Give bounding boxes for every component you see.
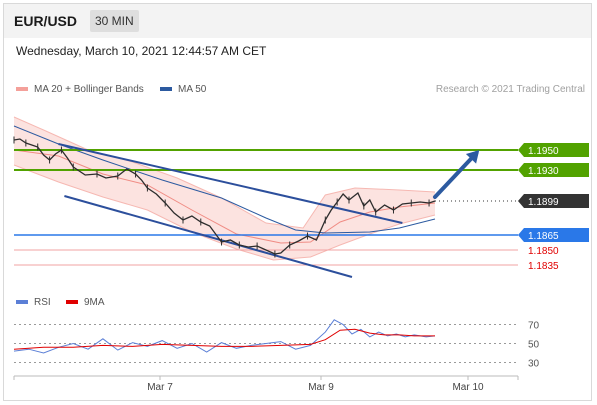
level-label-1: 1.1930 [528, 166, 559, 177]
legend-9ma: 9MA [66, 297, 105, 308]
timeframe-button[interactable]: 30 MIN [90, 10, 139, 32]
legend-ma50: MA 50 [160, 84, 206, 95]
rsi-tick-label-1: 50 [528, 340, 540, 351]
level-tag-0 [518, 143, 589, 157]
legend-swatch-9ma [66, 300, 78, 305]
credit-text: Research © 2021 Trading Central [435, 84, 585, 95]
legend-ma20: MA 20 + Bollinger Bands [16, 84, 144, 95]
forecast-arrow-head [465, 150, 480, 164]
channel-line-1 [64, 195, 353, 278]
ma50-line [13, 125, 436, 234]
timestamp: Wednesday, March 10, 2021 12:44:57 AM CE… [16, 44, 267, 58]
legend-label-9ma: 9MA [84, 297, 105, 308]
chart-frame [3, 3, 592, 401]
x-axis-label-1: Mar 9 [308, 382, 334, 393]
legend-swatch-rsi [16, 300, 28, 305]
bollinger-lower-line [13, 164, 436, 261]
level-label-5: 1.1835 [528, 261, 559, 272]
legend-swatch-ma20 [16, 87, 28, 92]
legend-rsi: RSI [16, 297, 51, 308]
forecast-arrow-shaft [432, 151, 479, 199]
level-label-4: 1.1850 [528, 246, 559, 257]
rsi-tick-label-2: 30 [528, 359, 540, 370]
legend-label-ma20: MA 20 + Bollinger Bands [34, 84, 144, 95]
level-tag-3 [518, 228, 589, 242]
level-label-0: 1.1950 [528, 146, 559, 157]
level-tag-2 [518, 194, 589, 208]
price-line [13, 138, 436, 255]
bollinger-band-fill [14, 117, 435, 260]
legend-label-rsi: RSI [34, 297, 51, 308]
symbol-title: EUR/USD [14, 13, 78, 29]
chart-header: EUR/USD 30 MIN [4, 4, 591, 38]
rsi-series-9ma [13, 328, 435, 350]
level-tag-1 [518, 163, 589, 177]
legend-label-ma50: MA 50 [178, 84, 207, 95]
rsi-tick-label-0: 70 [528, 321, 540, 332]
rsi-series-rsi [13, 319, 436, 354]
x-axis-label-2: Mar 10 [452, 382, 484, 393]
level-label-3: 1.1865 [528, 231, 559, 242]
legend-swatch-ma50 [160, 87, 172, 92]
x-axis-label-0: Mar 7 [147, 382, 173, 393]
channel-line-0 [58, 143, 403, 224]
bollinger-upper-line [13, 116, 436, 229]
level-label-2: 1.1899 [528, 197, 559, 208]
